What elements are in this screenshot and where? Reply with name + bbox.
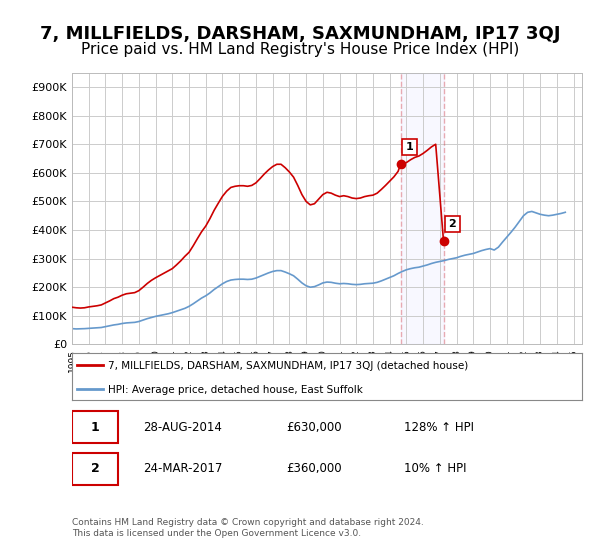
Text: This data is licensed under the Open Government Licence v3.0.: This data is licensed under the Open Gov… xyxy=(72,529,361,538)
FancyBboxPatch shape xyxy=(72,411,118,444)
Text: 10% ↑ HPI: 10% ↑ HPI xyxy=(404,463,466,475)
Text: 128% ↑ HPI: 128% ↑ HPI xyxy=(404,421,473,434)
Text: £630,000: £630,000 xyxy=(286,421,342,434)
Text: HPI: Average price, detached house, East Suffolk: HPI: Average price, detached house, East… xyxy=(108,385,362,395)
Text: £360,000: £360,000 xyxy=(286,463,342,475)
Text: 28-AUG-2014: 28-AUG-2014 xyxy=(143,421,222,434)
Text: 7, MILLFIELDS, DARSHAM, SAXMUNDHAM, IP17 3QJ: 7, MILLFIELDS, DARSHAM, SAXMUNDHAM, IP17… xyxy=(40,25,560,43)
Text: 2: 2 xyxy=(91,463,100,475)
Text: 24-MAR-2017: 24-MAR-2017 xyxy=(143,463,223,475)
FancyBboxPatch shape xyxy=(72,453,118,485)
Text: 2: 2 xyxy=(449,219,457,229)
Bar xyxy=(401,73,443,344)
Text: 7, MILLFIELDS, DARSHAM, SAXMUNDHAM, IP17 3QJ (detached house): 7, MILLFIELDS, DARSHAM, SAXMUNDHAM, IP17… xyxy=(108,361,468,371)
Text: Price paid vs. HM Land Registry's House Price Index (HPI): Price paid vs. HM Land Registry's House … xyxy=(81,42,519,57)
Text: 1: 1 xyxy=(406,142,413,152)
Text: 1: 1 xyxy=(91,421,100,434)
Text: Contains HM Land Registry data © Crown copyright and database right 2024.: Contains HM Land Registry data © Crown c… xyxy=(72,518,424,527)
